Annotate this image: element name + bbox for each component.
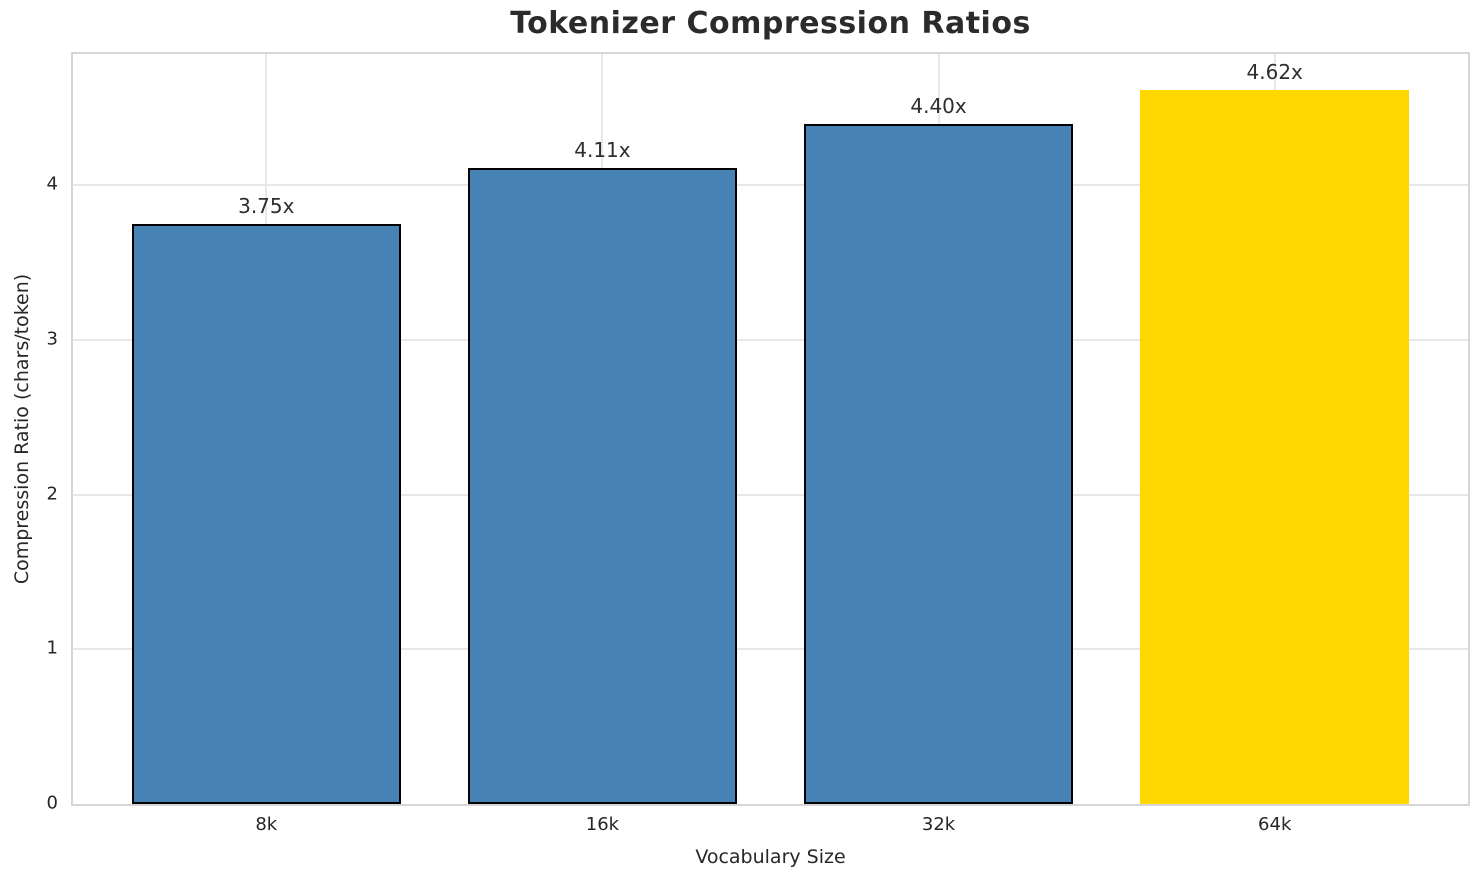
y-tick-label: 0	[46, 792, 58, 814]
bar-16k	[467, 168, 737, 804]
x-tick-label: 32k	[921, 814, 956, 835]
bar-value-label: 4.62x	[1246, 59, 1303, 84]
bar-value-label: 4.40x	[910, 93, 967, 118]
plot-area: 3.75x 4.11x 4.40x 4.62x 0 1 2 3 4 8k 16k 32k 64k	[47, 52, 1470, 835]
chart-title: Tokenizer Compression Ratios	[510, 6, 1031, 41]
y-tick-label: 1	[46, 637, 58, 659]
y-tick-label: 4	[46, 173, 58, 195]
y-axis-label: Compression Ratio (chars/token)	[11, 273, 33, 585]
x-tick-label: 16k	[585, 814, 620, 835]
x-axis-label: Vocabulary Size	[695, 846, 846, 868]
horizontal-gridline	[73, 339, 1468, 342]
x-tick-label: 8k	[255, 814, 278, 835]
bar-value-label: 3.75x	[238, 194, 295, 219]
bar-value-label: 4.11x	[574, 138, 631, 163]
horizontal-gridline	[73, 493, 1468, 496]
bar-64k	[1140, 89, 1410, 804]
bar-8k	[131, 224, 401, 804]
horizontal-gridline	[73, 184, 1468, 187]
y-tick-label: 2	[46, 483, 58, 505]
bar-32k	[804, 123, 1074, 804]
horizontal-gridline	[73, 648, 1468, 651]
x-tick-label: 64k	[1258, 814, 1292, 835]
y-tick-label: 3	[46, 328, 58, 350]
